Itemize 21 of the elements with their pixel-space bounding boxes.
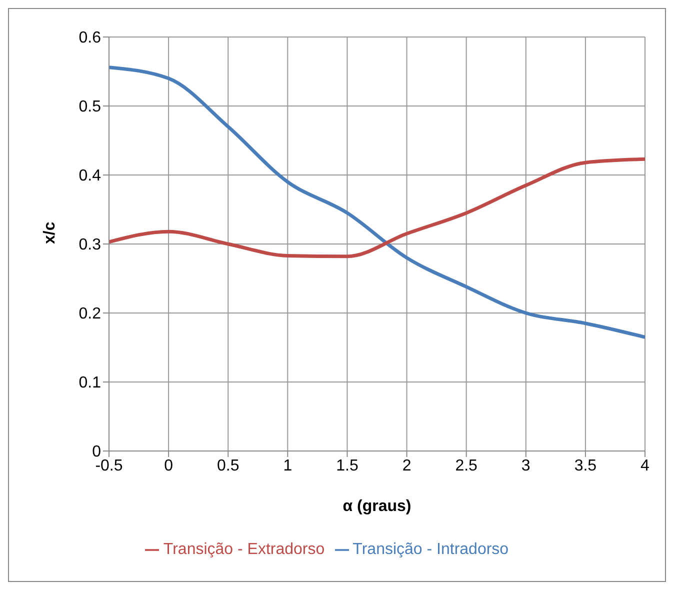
x-tick-label: 2.5 (455, 457, 478, 474)
x-axis-title: α (graus) (342, 498, 412, 515)
y-axis-title: x/c (42, 222, 59, 244)
y-tick-label: 0.1 (78, 374, 102, 392)
x-tick-label: 3 (521, 457, 530, 474)
line-series (109, 157, 645, 258)
line-series (109, 66, 645, 339)
y-tick-label: 0.2 (78, 306, 102, 323)
y-tick-label: 0.5 (78, 98, 102, 116)
x-tick-label: 0 (164, 457, 174, 474)
y-tick-label: 0.6 (78, 30, 102, 47)
legend-label: Transição - Intradorso (352, 541, 509, 558)
y-tick-label: 0.4 (78, 168, 102, 185)
y-tick-label: 0.3 (78, 236, 102, 254)
x-tick-label: 1.5 (336, 457, 358, 474)
x-tick-label: 0.5 (216, 457, 240, 474)
x-tick-label: 1 (283, 457, 292, 474)
x-tick-label: 4 (640, 457, 650, 474)
x-tick-label: 3.5 (574, 457, 597, 474)
x-tick-label: 2 (402, 457, 412, 474)
legend-label: Transição - Extradorso (163, 541, 325, 558)
